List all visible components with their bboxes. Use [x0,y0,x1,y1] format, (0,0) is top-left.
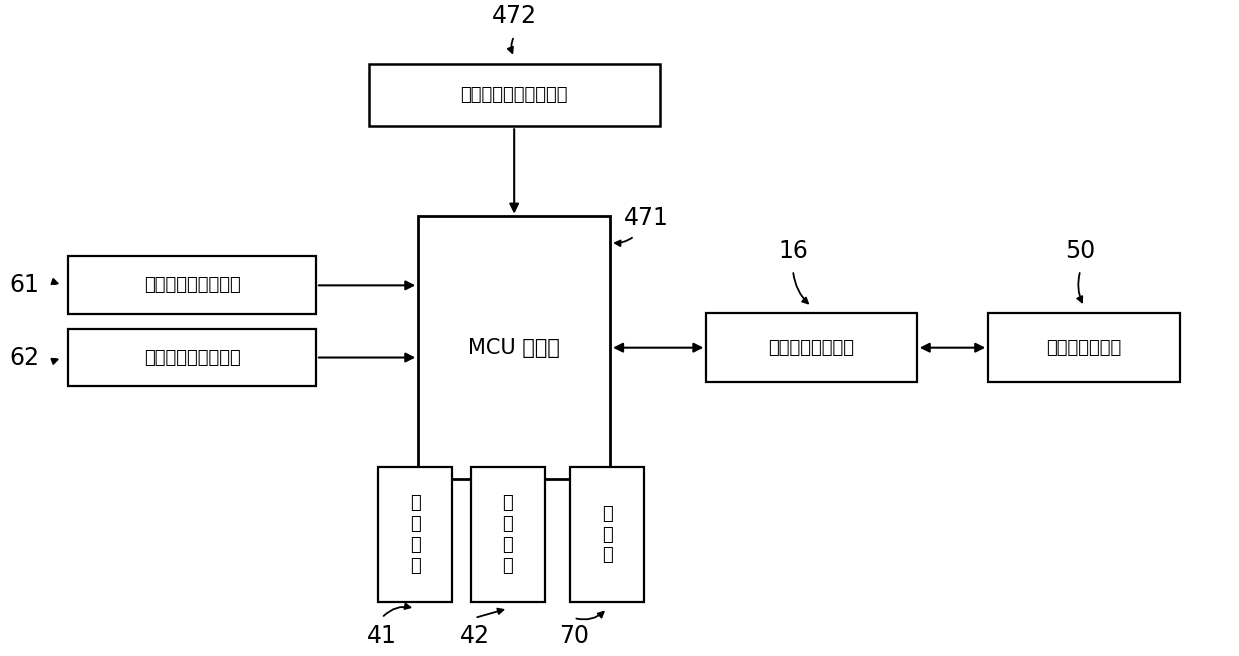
Bar [570,467,644,602]
Text: 16: 16 [778,239,808,262]
Text: 62: 62 [10,346,40,369]
Text: 除
湿
机: 除 湿 机 [602,505,612,564]
Text: 温湿度智能调节模块．: 温湿度智能调节模块． [461,86,567,104]
Text: 70: 70 [559,625,589,648]
Bar [471,467,545,602]
Text: MCU 主板．: MCU 主板． [468,338,560,358]
Bar [68,256,316,314]
Text: 热泵系统控制器．: 热泵系统控制器． [768,338,855,357]
Bar [706,314,917,382]
Text: 50: 50 [1066,239,1095,262]
Bar [418,216,610,479]
Bar [68,329,316,386]
Bar [378,467,452,602]
Text: 472: 472 [492,5,536,28]
Text: 第
一
风
门: 第 一 风 门 [410,495,420,575]
Text: 回风口温湿度探头．: 回风口温湿度探头． [144,348,240,367]
Text: 471: 471 [624,206,669,230]
Text: 61: 61 [10,274,40,297]
Text: 第
二
风
门: 第 二 风 门 [503,495,513,575]
Text: 进风口温湿度探头．: 进风口温湿度探头． [144,276,240,295]
Text: 远程监控中心．: 远程监控中心． [1047,338,1121,357]
Bar [368,64,659,126]
Bar [989,314,1180,382]
Text: 41: 41 [367,625,396,648]
Text: 42: 42 [460,625,489,648]
